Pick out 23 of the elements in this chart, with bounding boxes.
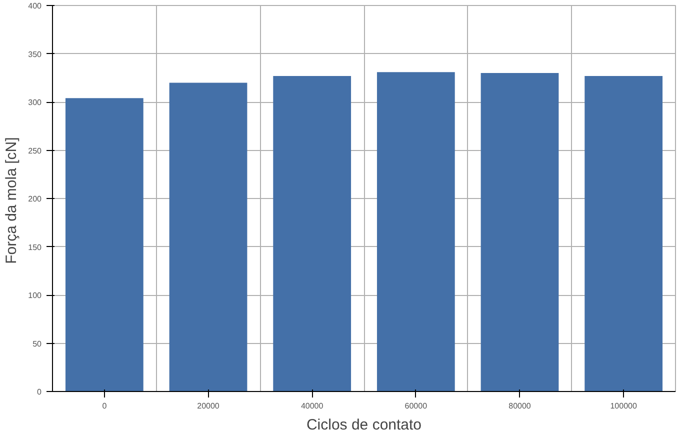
- y-tick-label: 250: [28, 146, 42, 156]
- x-tick-label: 0: [102, 402, 108, 410]
- y-tick-label: 400: [28, 2, 42, 10]
- bar: [376, 72, 455, 392]
- bar: [584, 76, 663, 392]
- y-tick-label: 200: [28, 194, 42, 204]
- y-tick-label: 0: [37, 388, 42, 396]
- y-axis-title: Força da mola [cN]: [3, 137, 20, 264]
- bar: [480, 73, 559, 392]
- bar: [169, 82, 248, 392]
- x-tick-label: 20000: [197, 402, 220, 410]
- y-tick-label: 150: [28, 242, 42, 252]
- y-tick-label: 350: [28, 50, 42, 59]
- x-axis-title: Ciclos de contato: [306, 416, 422, 434]
- x-tick-label: 60000: [404, 402, 428, 410]
- bar: [273, 76, 352, 392]
- x-tick-label: 40000: [300, 402, 324, 410]
- bar: [65, 98, 144, 392]
- y-tick-label: 300: [28, 98, 42, 107]
- x-tick-label: 80000: [508, 402, 532, 410]
- x-tick-label: 100000: [610, 402, 638, 410]
- y-tick-label: 100: [28, 291, 42, 300]
- y-tick-label: 50: [32, 339, 42, 348]
